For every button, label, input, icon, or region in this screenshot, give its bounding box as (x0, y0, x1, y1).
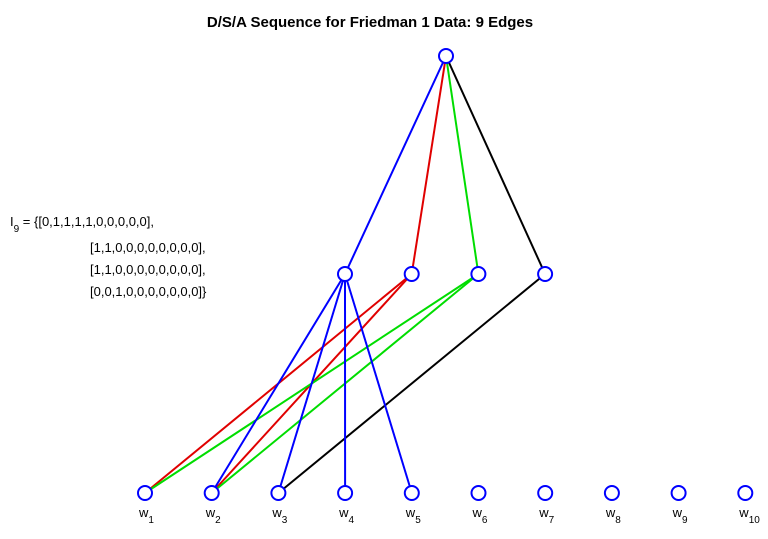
leaf-label: w1 (138, 505, 154, 526)
leaf-label-sub: 1 (148, 515, 154, 526)
edge (344, 273, 413, 494)
nodes (137, 48, 754, 501)
edges (144, 55, 547, 494)
leaf-node (203, 485, 220, 501)
root-node (438, 48, 454, 64)
leaf-label: w10 (738, 505, 760, 526)
leaf-label-sub: 5 (415, 515, 421, 526)
annotation-sub: 9 (14, 224, 20, 235)
leaf-label: w3 (271, 505, 287, 526)
leaf-node (737, 485, 754, 501)
leaf-label-base: w (672, 505, 683, 520)
leaf-label-sub: 7 (549, 515, 555, 526)
leaf-label-sub: 2 (215, 515, 221, 526)
leaf-label: w2 (205, 505, 221, 526)
leaf-label: w6 (472, 505, 488, 526)
leaf-node (337, 485, 354, 501)
annotation-first: = {[0,1,1,1,1,0,0,0,0,0], (19, 214, 154, 229)
leaf-label-sub: 3 (282, 515, 288, 526)
annotation-symbol: I (10, 214, 14, 229)
edge (410, 55, 447, 275)
leaf-node (470, 485, 487, 501)
leaf-label-sub: 9 (682, 515, 688, 526)
leaf-label-base: w (271, 505, 282, 520)
leaf-label: w5 (405, 505, 421, 526)
leaf-node (603, 485, 620, 501)
leaf-node (137, 485, 153, 501)
leaf-label: w4 (338, 505, 354, 526)
middle-node (470, 266, 487, 282)
leaf-label: w8 (605, 505, 621, 526)
leaf-label-base: w (205, 505, 216, 520)
leaf-label-base: w (605, 505, 616, 520)
edge (277, 273, 546, 494)
middle-node (537, 266, 554, 282)
leaf-label-base: w (472, 505, 483, 520)
annotation-line: [1,1,0,0,0,0,0,0,0,0], (90, 240, 206, 255)
edge (210, 273, 346, 494)
leaf-label-base: w (405, 505, 416, 520)
annotation-line: [1,1,0,0,0,0,0,0,0,0], (90, 262, 206, 277)
leaf-label: w7 (538, 505, 554, 526)
leaf-label: w9 (672, 505, 688, 526)
leaf-node (270, 485, 287, 501)
leaf-label-base: w (138, 505, 149, 520)
title: D/S/A Sequence for Friedman 1 Data: 9 Ed… (207, 14, 533, 31)
leaf-label-sub: 8 (615, 515, 621, 526)
middle-node (403, 266, 420, 282)
leaf-node (670, 485, 687, 501)
leaf-label-base: w (338, 505, 349, 520)
edge (445, 55, 480, 275)
leaf-node (537, 485, 554, 501)
leaf-label-base: w (738, 505, 749, 520)
leaf-node (403, 485, 420, 501)
edge (445, 55, 547, 275)
leaf-label-base: w (538, 505, 549, 520)
edge (344, 55, 447, 275)
annotation: I9 = {[0,1,1,1,1,0,0,0,0,0], (10, 214, 154, 235)
leaf-label-sub: 10 (749, 515, 761, 526)
leaf-label-sub: 4 (348, 515, 354, 526)
annotation-line: [0,0,1,0,0,0,0,0,0,0]} (90, 284, 207, 299)
edge (277, 273, 346, 494)
middle-node (337, 266, 353, 282)
leaf-label-sub: 6 (482, 515, 488, 526)
